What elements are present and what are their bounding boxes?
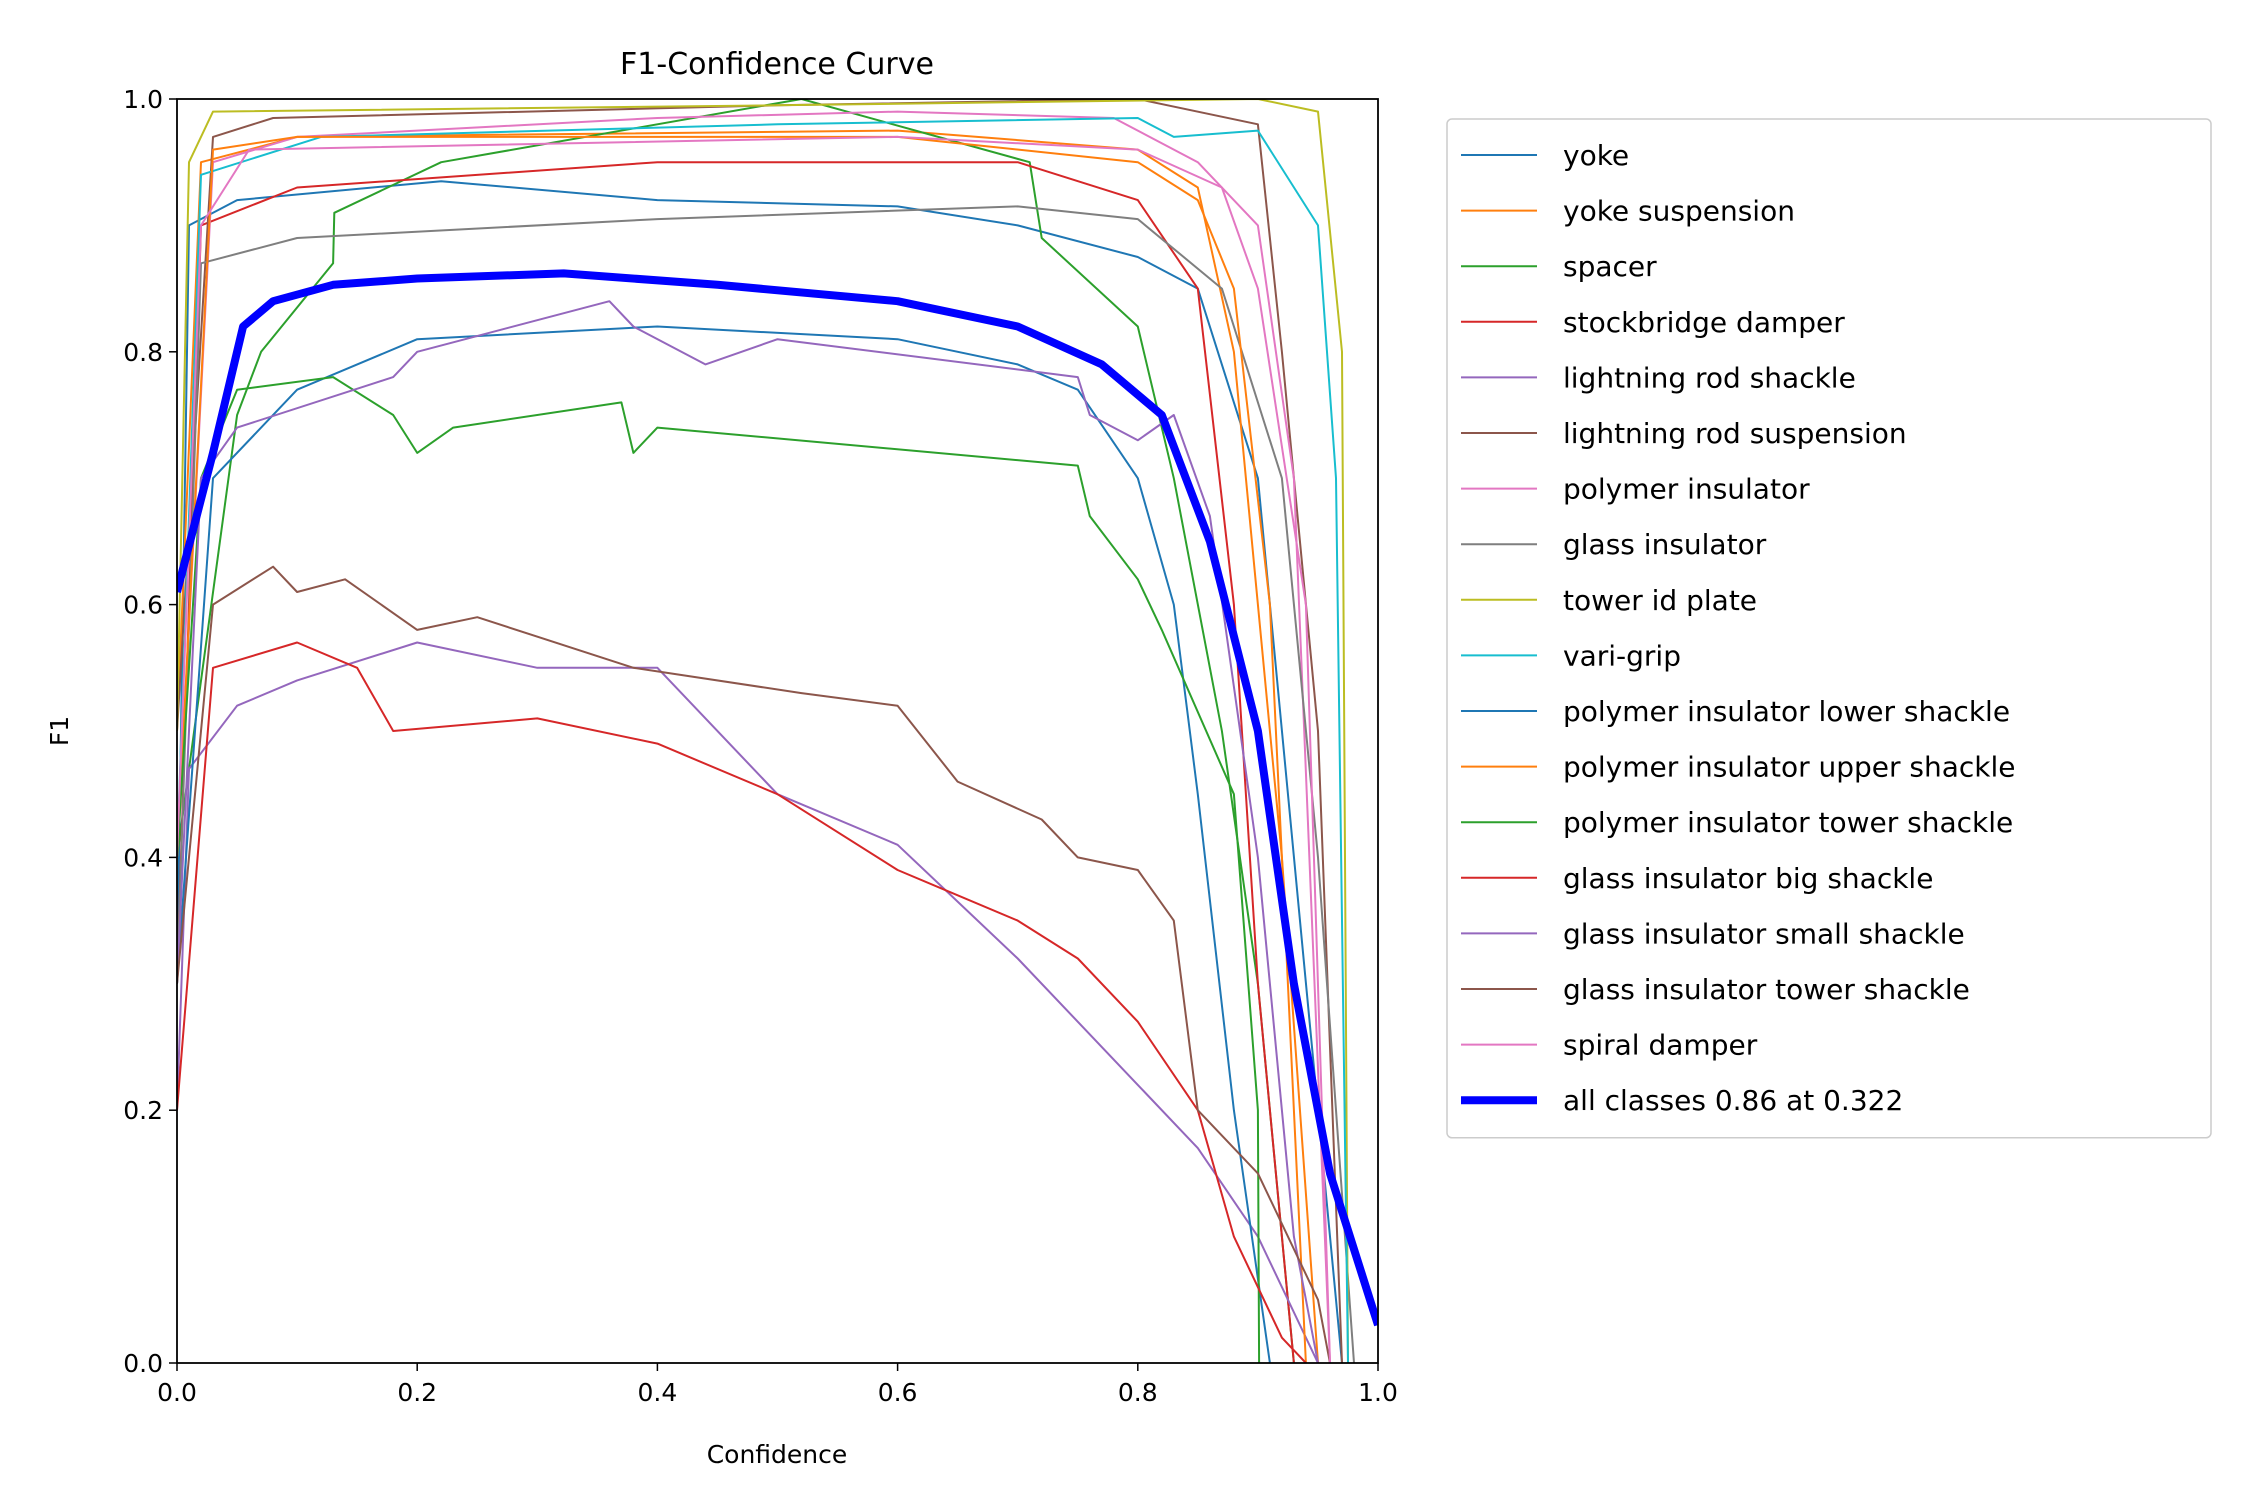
y-tick-label: 0.6: [123, 591, 163, 620]
legend-box: [1446, 118, 2212, 1139]
series-line-glass-insulator-small-shackle: [177, 300, 1319, 1363]
series-line-yoke-suspension: [177, 129, 1319, 1363]
series-line-glass-insulator: [177, 205, 1355, 1363]
series-line-polymer-insulator-upper-shackle: [177, 135, 1307, 1363]
x-tick-label: 0.0: [157, 1378, 197, 1407]
legend-label: polymer insulator: [1563, 473, 1810, 506]
chart-title: F1-Confidence Curve: [620, 47, 934, 82]
series-line-stockbridge-damper: [177, 161, 1295, 1363]
legend-label: polymer insulator upper shackle: [1563, 751, 2016, 784]
y-tick-label: 1.0: [123, 85, 163, 114]
legend-label: glass insulator: [1563, 528, 1767, 561]
series-line-polymer-insulator: [177, 110, 1331, 1363]
series-line-spacer: [177, 99, 1295, 1363]
legend-label: polymer insulator lower shackle: [1563, 695, 2010, 728]
x-tick-label: 0.8: [1118, 1378, 1158, 1407]
legend-label: stockbridge damper: [1563, 306, 1845, 339]
series-line-glass-insulator-big-shackle: [177, 641, 1307, 1363]
series-line-tower-id-plate: [177, 99, 1349, 1363]
legend: yoke yoke suspension spacer stockbridge dam…: [1446, 118, 2212, 1139]
y-tick-label: 0.4: [123, 843, 163, 872]
y-tick-label: 0.8: [123, 338, 163, 367]
plot-frame: [176, 98, 1379, 1364]
x-tick-label: 0.6: [878, 1378, 918, 1407]
y-axis-label: F1: [45, 716, 74, 746]
legend-label: polymer insulator tower shackle: [1563, 806, 2013, 839]
series-line-lightning-rod-shackle: [177, 641, 1319, 1363]
legend-label: yoke: [1563, 139, 1629, 172]
legend-label: glass insulator small shackle: [1563, 917, 1965, 950]
series-line-vari-grip: [177, 117, 1349, 1363]
y-tick-label: 0.0: [123, 1349, 163, 1378]
x-tick-label: 0.4: [638, 1378, 678, 1407]
series-line-all-classes-0-86-at-0-322: [177, 269, 1378, 1327]
legend-label: glass insulator tower shackle: [1563, 973, 1970, 1006]
legend-label: spiral damper: [1563, 1029, 1758, 1062]
legend-label: lightning rod suspension: [1563, 417, 1907, 450]
series-line-polymer-insulator-lower-shackle: [177, 325, 1271, 1363]
series-line-glass-insulator-tower-shackle: [177, 565, 1331, 1363]
legend-label: glass insulator big shackle: [1563, 862, 1933, 895]
series-line-polymer-insulator-tower-shackle: [177, 376, 1261, 1363]
legend-label: spacer: [1563, 250, 1657, 283]
x-tick-label: 0.2: [397, 1378, 437, 1407]
legend-label: lightning rod shackle: [1563, 361, 1856, 394]
x-tick-label: 1.0: [1358, 1378, 1398, 1407]
series-line-spiral-damper: [177, 135, 1331, 1363]
legend-label: tower id plate: [1563, 584, 1757, 617]
series-line-yoke: [177, 180, 1343, 1363]
legend-label: vari-grip: [1563, 639, 1681, 672]
legend-label: all classes 0.86 at 0.322: [1563, 1084, 1903, 1117]
x-axis-label: Confidence: [707, 1440, 848, 1469]
legend-label: yoke suspension: [1563, 195, 1795, 228]
y-tick-label: 0.2: [123, 1096, 163, 1125]
